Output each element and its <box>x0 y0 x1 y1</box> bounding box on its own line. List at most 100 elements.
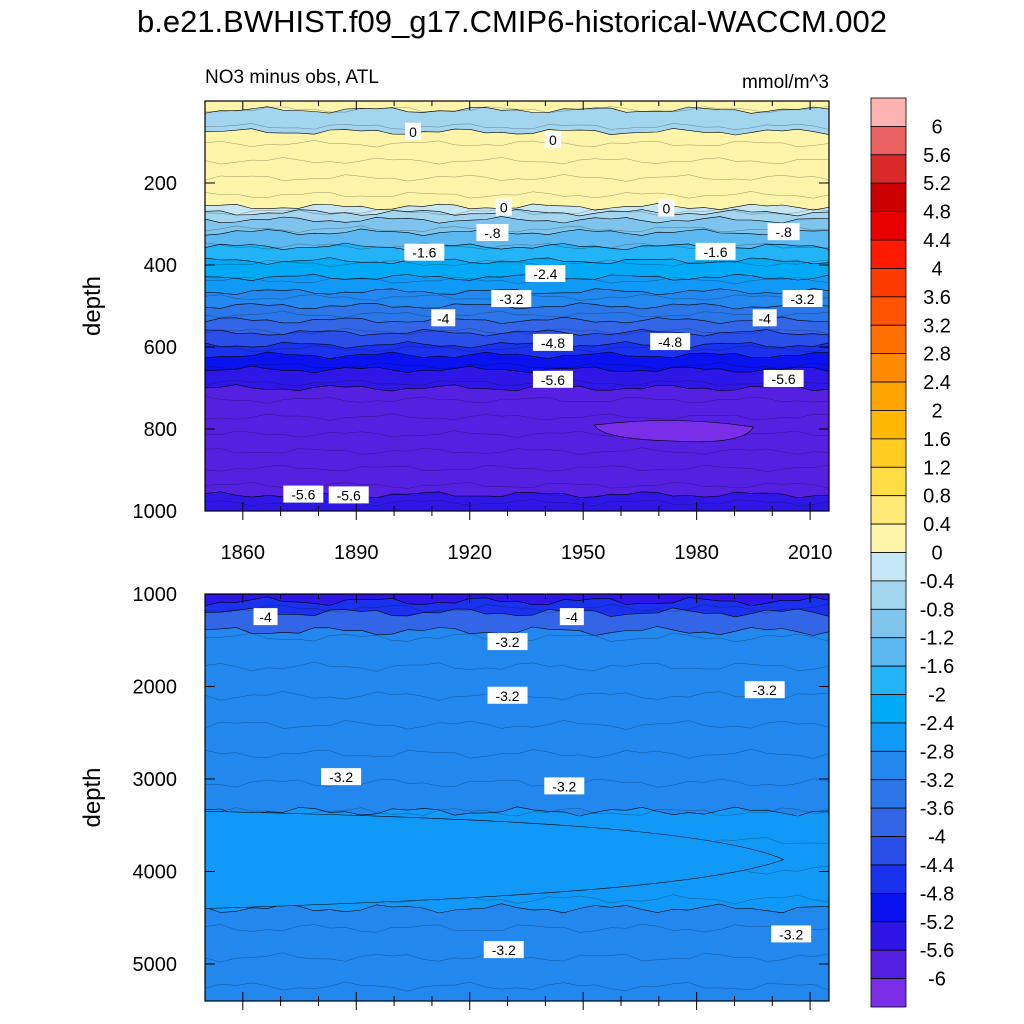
contour-label-box <box>782 290 823 308</box>
contour-band <box>205 274 829 295</box>
contour-line <box>204 345 830 353</box>
contour-label-box <box>487 686 528 704</box>
y-tick-label: 4000 <box>133 862 178 884</box>
contour-line <box>204 302 830 310</box>
y-tick-label: 800 <box>144 419 177 441</box>
contour-band <box>205 607 829 635</box>
contour-label: -.8 <box>775 224 792 240</box>
colorbar-box <box>870 665 907 695</box>
contour-line <box>204 806 830 817</box>
colorbar-box <box>870 892 907 923</box>
contour-label: -1.6 <box>412 245 436 261</box>
colorbar-box <box>870 438 907 468</box>
y-tick-label: 2000 <box>133 677 178 699</box>
colorbar-box <box>870 978 907 1008</box>
contour-label-box <box>405 122 421 140</box>
bottom-panel: 1000 2000 3000 4000 5000 depth -4 -4 -3.2 -3.2 -3.… <box>79 584 830 1010</box>
contour-label-box <box>544 777 585 795</box>
y-tick-label: 3000 <box>133 769 178 791</box>
y-axis-label: depth <box>79 767 106 827</box>
colorbar-label: 0 <box>931 543 942 565</box>
x-tick-label: 1950 <box>561 542 606 564</box>
colorbar-box <box>870 296 907 326</box>
colorbar-box <box>870 353 907 383</box>
contour-label: -3.2 <box>779 926 803 942</box>
contour-line <box>204 413 830 421</box>
colorbar-label: -4 <box>928 827 946 849</box>
colorbar-box <box>870 239 907 269</box>
colorbar-box <box>870 410 907 440</box>
contour-label-box <box>763 369 804 387</box>
contour-line <box>204 626 830 636</box>
contour-band <box>205 209 829 224</box>
contour-label-box <box>328 486 369 504</box>
contour-label: -5.6 <box>541 372 565 388</box>
x-tick-label: 2010 <box>788 542 833 564</box>
contour-line <box>204 778 830 788</box>
colorbar-label: 2.4 <box>923 372 951 394</box>
contour-line <box>204 365 830 374</box>
contour-label-box <box>431 309 456 327</box>
contour-label-box <box>253 608 278 626</box>
colorbar-box <box>870 381 907 411</box>
contour-label-box <box>491 290 532 308</box>
colorbar-box <box>870 324 907 355</box>
plot-frame <box>204 100 830 512</box>
contour-label-box <box>744 681 785 699</box>
contour-line <box>204 140 830 148</box>
contour-line <box>204 225 830 233</box>
contour-line <box>204 316 830 325</box>
colorbar-box <box>870 637 907 667</box>
y-tick-label: 200 <box>144 173 177 195</box>
colorbar-label: -3.2 <box>920 770 954 792</box>
contour-line <box>204 157 830 165</box>
colorbar-label: -5.6 <box>920 940 954 962</box>
contour-tongue <box>204 811 785 909</box>
contour-label: -4 <box>437 310 450 326</box>
contour-line <box>204 208 830 217</box>
contour-blob <box>594 420 754 443</box>
colorbar-box <box>870 97 907 127</box>
contour-line <box>204 748 830 759</box>
contour-label-box <box>404 243 445 261</box>
contour-label-box <box>752 309 777 327</box>
contour-line <box>204 310 830 319</box>
contour-label: 0 <box>500 200 508 216</box>
colorbar-box <box>870 864 907 894</box>
contour-band <box>205 106 829 135</box>
contour-label-box <box>476 224 509 242</box>
colorbar-box <box>870 523 907 553</box>
x-tick-label: 1980 <box>674 542 719 564</box>
contour-band <box>205 626 829 816</box>
colorbar-box <box>870 466 907 497</box>
contour-line <box>204 106 830 114</box>
contour-label: -4 <box>566 609 579 625</box>
contour-line <box>204 259 830 267</box>
contour-line <box>204 203 830 211</box>
colorbar-label: -0.8 <box>920 599 954 621</box>
colorbar-label: 3.2 <box>923 315 951 337</box>
contour-label-box <box>487 633 528 651</box>
contour-line <box>204 351 830 360</box>
contour-line <box>204 396 830 404</box>
contour-label-box <box>483 941 524 959</box>
colorbar-box <box>870 694 907 724</box>
colorbar-label: 3.6 <box>923 287 951 309</box>
contour-line <box>204 661 830 672</box>
colorbar-label: 4.8 <box>923 202 951 224</box>
contour-line <box>204 596 830 607</box>
contour-label: -4.8 <box>541 335 565 351</box>
contour-label-box <box>321 768 362 786</box>
colorbar-label: -1.6 <box>920 656 954 678</box>
contour-line <box>204 603 830 614</box>
contour-label: -5.6 <box>337 487 361 503</box>
contour-line <box>204 328 830 337</box>
contour-line <box>204 174 830 182</box>
contour-label-box <box>771 925 812 943</box>
contour-line <box>204 228 830 237</box>
x-tick-label: 1890 <box>334 542 379 564</box>
contour-label-box <box>495 198 512 216</box>
contour-line <box>204 105 830 114</box>
contour-label: 0 <box>549 132 557 148</box>
